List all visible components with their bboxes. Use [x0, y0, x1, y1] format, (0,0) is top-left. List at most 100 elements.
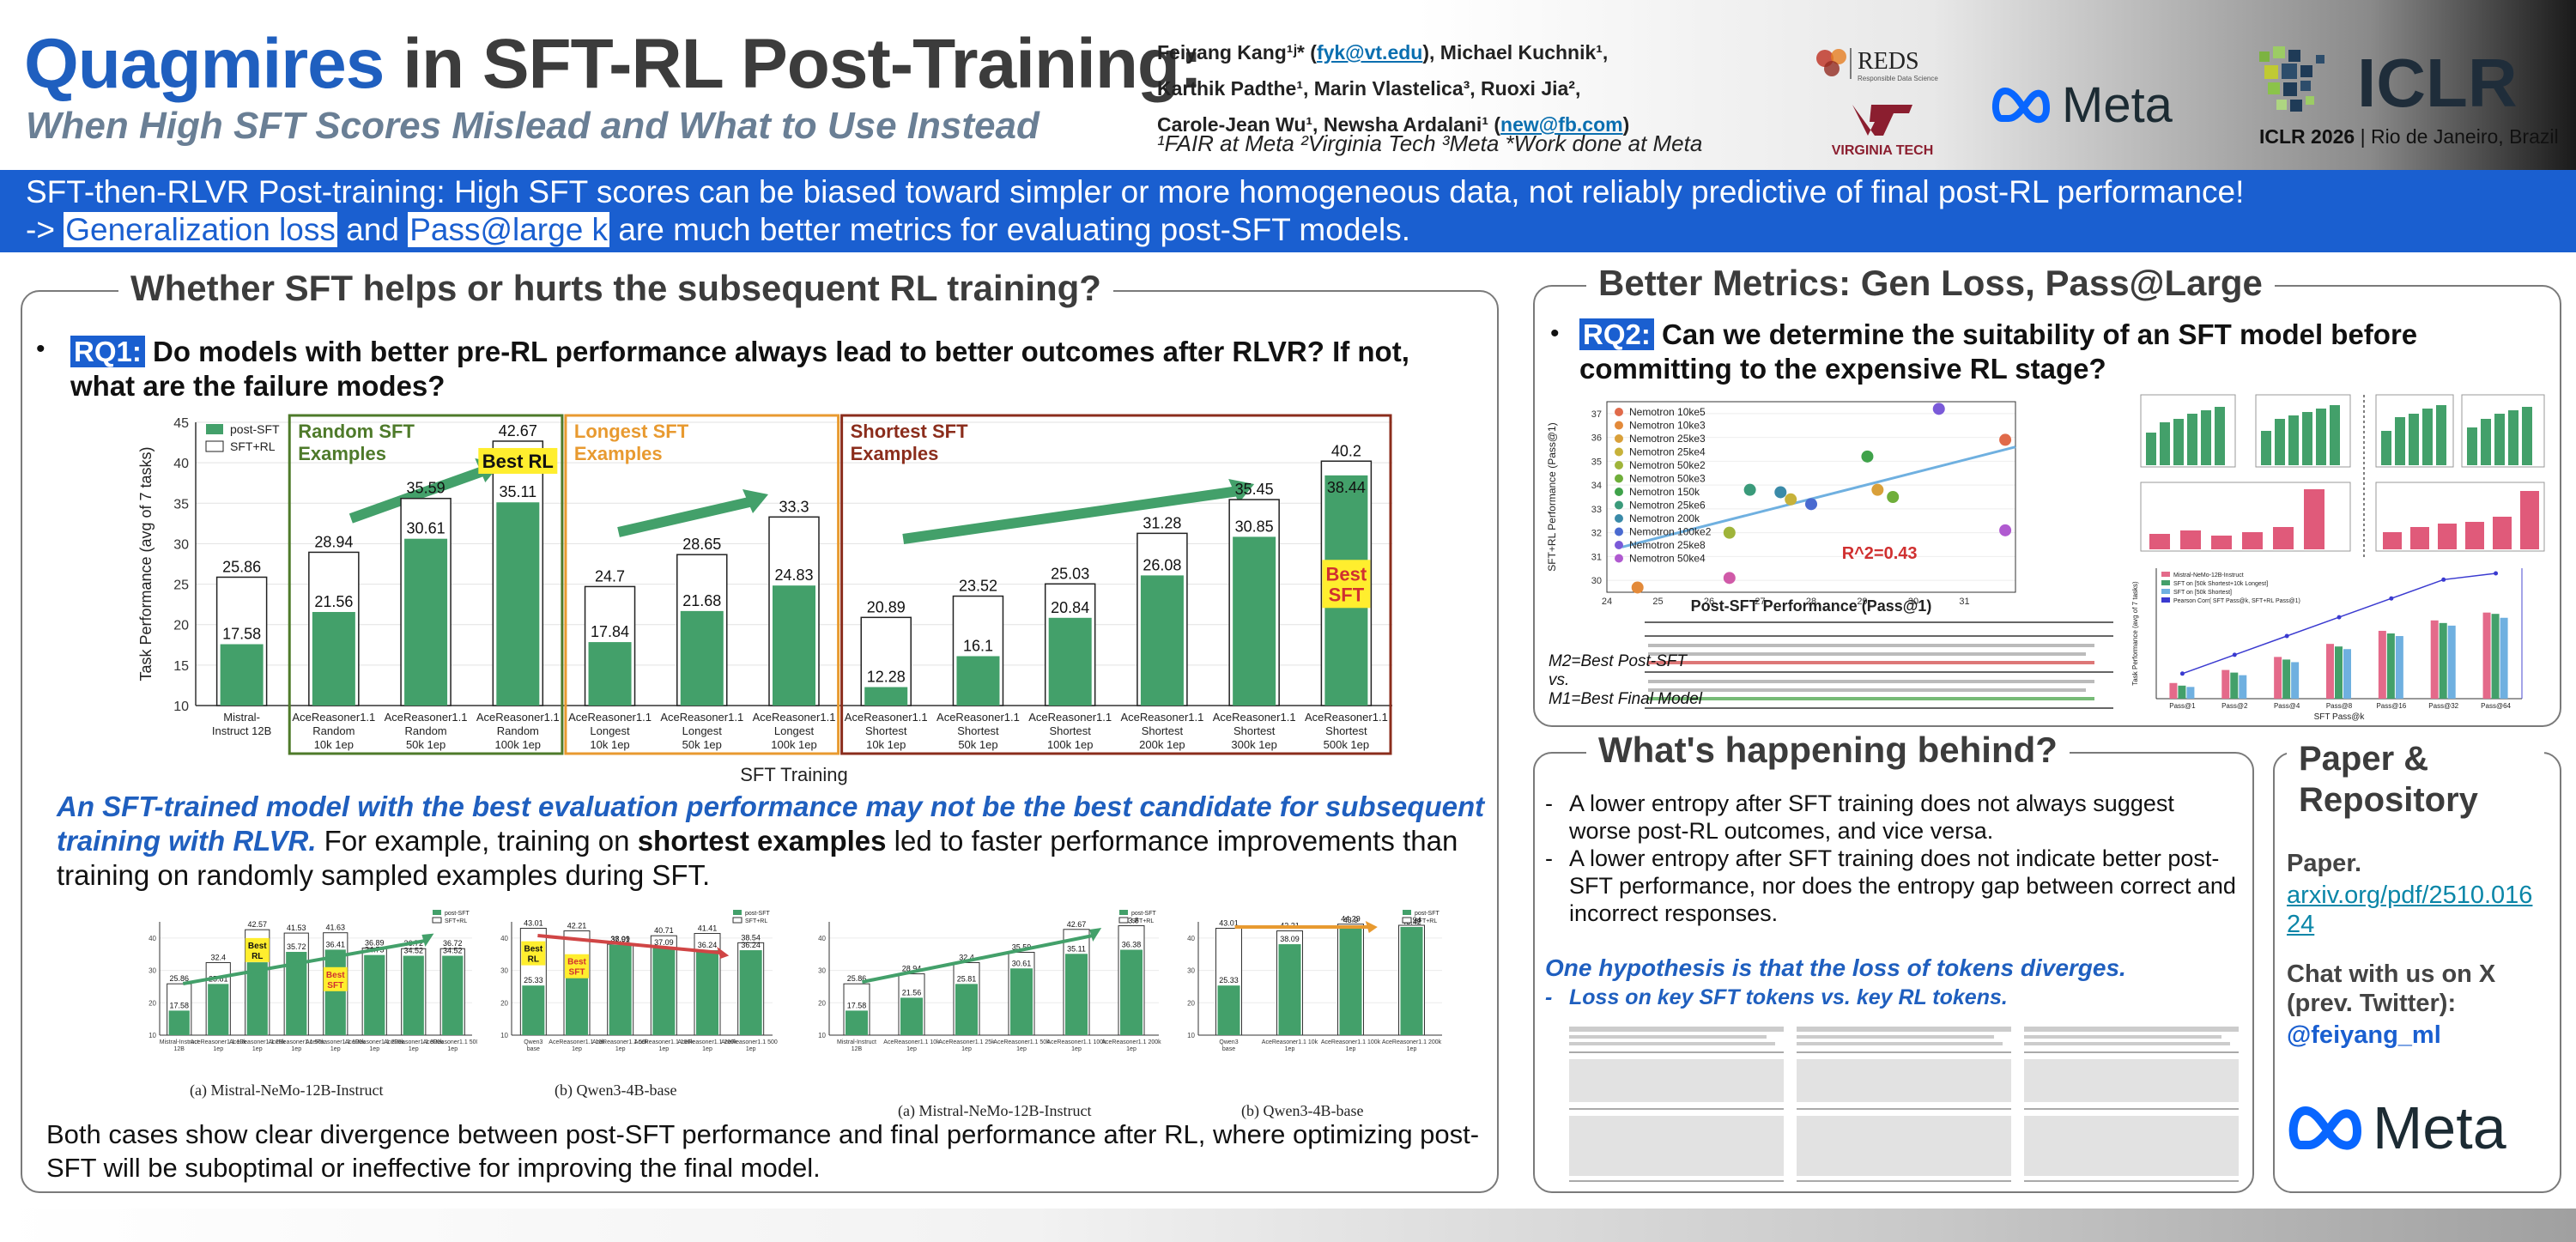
x-tick-label: AceReasoner1.1: [1028, 711, 1112, 724]
behind-item-2: A lower entropy after SFT training does …: [1569, 845, 2236, 926]
small-chart-qwen-1: 1020304043.0125.33Qwen3base42.2129.5AceR…: [500, 910, 778, 1052]
x-tick-label: Longest: [590, 724, 630, 737]
y-tick-label: 45: [173, 416, 189, 431]
y-tick-label: 20: [148, 999, 156, 1007]
authors-line1b: ), Michael Kuchnik¹,: [1422, 41, 1609, 64]
bar-pass-k: [2291, 662, 2300, 699]
x-tick-label: Longest: [774, 724, 815, 737]
rq1-finding: An SFT-trained model with the best evalu…: [57, 790, 1490, 893]
bar-post-sft: [403, 955, 424, 1035]
caption-a2: (a) Mistral-NeMo-12B-Instruct: [898, 1102, 1092, 1119]
x-tick-label: 12B: [174, 1046, 185, 1052]
x-tick-label: AceReasoner1.1: [385, 711, 468, 724]
dash-icon: -: [1545, 985, 1553, 1009]
value-label-rl: 33.3: [779, 498, 809, 515]
group-label: Examples: [298, 443, 386, 464]
mini-chart-6: [2375, 482, 2545, 552]
author-list: Feiyang Kang¹ʲ* (fyk@vt.edu), Michael Ku…: [1157, 34, 1827, 142]
x-tick-label: 1ep: [409, 1046, 419, 1052]
meta-infinity-icon: [2288, 1106, 2362, 1150]
twitter-handle[interactable]: @feiyang_ml: [2287, 1021, 2441, 1049]
banner-rest: are much better metrics for evaluating p…: [609, 212, 1410, 247]
group-label: Random SFT: [298, 421, 415, 442]
title-accent: Quagmires: [24, 25, 385, 103]
meta-wordmark-bottom: Meta: [2373, 1094, 2506, 1161]
legend-swatch-sft-rl: [1118, 917, 1129, 924]
bar-pass-k: [2378, 630, 2386, 699]
legend-swatch-sft-rl: [205, 440, 224, 452]
scatter-point: [1999, 433, 2012, 446]
x-tick-label: AceReasoner1.1 50k: [269, 1039, 325, 1045]
badge-label: RL: [528, 955, 539, 965]
legend-marker: [1615, 474, 1623, 483]
x-tick-label: 1ep: [369, 1046, 379, 1052]
value-label-sft: 30.61: [1012, 959, 1032, 967]
badge-label: Best: [567, 958, 586, 967]
authors-line3a: Carole-Jean Wu¹, Newsha Ardalani¹ (: [1157, 113, 1501, 136]
regression-line: [1621, 445, 2016, 548]
legend-swatch-post-sft: [433, 910, 441, 915]
mini-bar-chart-grid: [2140, 394, 2545, 560]
group-label: Longest SFT: [574, 421, 689, 442]
x-tick-label: AceReasoner1.1 500k: [423, 1039, 477, 1045]
trend-arrow-random: [349, 465, 488, 524]
x-tick-label: Mistral-Instruct: [837, 1039, 876, 1045]
value-label-rl: 28.65: [682, 536, 721, 553]
bar-pass-k: [2169, 682, 2178, 699]
x-tick-label: AceReasoner1.1 200k: [1382, 1039, 1442, 1045]
bar-post-sft: [1400, 926, 1423, 1035]
value-label-sft: 36.38: [1122, 941, 1142, 949]
legend-marker: [1615, 541, 1623, 549]
x-tick-label: Shortest: [1049, 724, 1091, 737]
bar-post-sft: [208, 984, 229, 1035]
x-tick-label: AceReasoner1.1 10k: [191, 1039, 247, 1045]
banner-line-2: -> Generalization loss and Pass@large k …: [26, 211, 2550, 249]
y-tick-label: 10: [818, 1032, 826, 1039]
poster-title: Quagmires in SFT-RL Post-Training:: [24, 24, 1203, 105]
value-label-rl: 32.4: [959, 954, 974, 962]
email-link-2[interactable]: new@fb.com: [1500, 113, 1623, 136]
y-tick-label: 10: [500, 1032, 508, 1039]
bar-post-sft: [220, 644, 264, 706]
mini-chart-2: [2255, 394, 2351, 468]
value-label-rl: 42.21: [567, 922, 587, 930]
x-tick-label: AceReasoner1.1: [1121, 711, 1204, 724]
x-tick-label: AceReasoner1.1 50k: [592, 1039, 649, 1045]
badge-label: Best: [326, 971, 345, 980]
legend-label: Nemotron 25ke3: [1629, 433, 1706, 445]
x-tick-label: 29: [1857, 597, 1867, 607]
legend-label: Nemotron 200k: [1629, 512, 1700, 524]
scatter-point: [1871, 483, 1884, 496]
x-tick-label: base: [527, 1046, 540, 1052]
value-label-rl: 28.94: [902, 965, 922, 973]
finding-highlight: An SFT-trained model with the best evalu…: [57, 791, 1485, 857]
value-label-rl: 40.71: [654, 926, 674, 935]
x-tick-label: AceReasoner1.1 50k: [993, 1039, 1050, 1045]
bar-post-sft: [900, 997, 923, 1035]
legend-label: Nemotron 25ke4: [1629, 446, 1706, 458]
paper-link[interactable]: arxiv.org/pdf/2510.01624: [2287, 882, 2533, 938]
x-tick-label: 12B: [852, 1046, 863, 1052]
y-tick-label: 40: [1187, 935, 1195, 942]
table-text-row: [1648, 680, 2094, 683]
value-label-sft: 25.33: [1219, 976, 1239, 985]
value-label-sft: 17.58: [847, 1001, 867, 1009]
legend-label: Nemotron 25ke8: [1629, 539, 1706, 551]
legend-swatch: [2161, 580, 2170, 585]
main-bar-chart: 10 15 20 25 30 35 40 45 Task Performance (avg of…: [137, 414, 1392, 785]
r-squared-annotation: R^2=0.43: [1842, 544, 1918, 563]
value-label-rl: 25.86: [169, 974, 189, 983]
y-tick-label: 32: [1591, 529, 1602, 539]
legend-label: Nemotron 50ke2: [1629, 459, 1706, 471]
bar-post-sft: [1233, 536, 1276, 706]
virginia-tech-logo: VIRGINIA TECH: [1832, 105, 1933, 158]
value-label-sft: 35.72: [287, 942, 306, 951]
email-link-1[interactable]: fyk@vt.edu: [1316, 41, 1423, 64]
meta-infinity-icon: [1992, 87, 2051, 124]
trend-arrow-longest: [617, 496, 755, 537]
x-tick-label: AceReasoner1.1 300k: [384, 1039, 444, 1045]
dash-icon: -: [1545, 845, 1553, 871]
y-tick-label: 36: [1591, 433, 1602, 444]
x-tick-label: 1ep: [572, 1046, 582, 1052]
